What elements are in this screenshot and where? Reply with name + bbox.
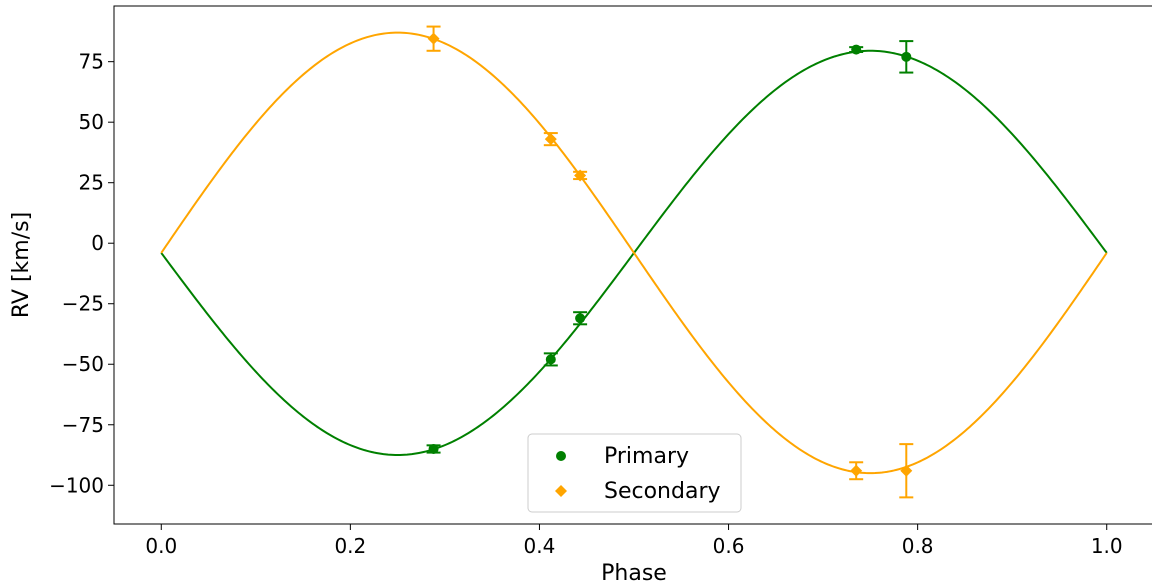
x-tick-label: 0.2 xyxy=(334,534,366,558)
secondary-point xyxy=(544,133,557,146)
x-tick-label: 0.4 xyxy=(524,534,556,558)
data-points xyxy=(426,25,914,499)
primary-point xyxy=(428,443,439,454)
y-tick-label: −25 xyxy=(62,292,104,316)
legend-primary-label: Primary xyxy=(604,444,689,469)
y-tick-label: −100 xyxy=(49,473,104,497)
x-tick-label: 0.8 xyxy=(902,534,934,558)
secondary-point xyxy=(850,464,863,477)
secondary-point xyxy=(574,169,587,182)
x-axis-ticks: 0.0 0.2 0.4 0.6 0.8 1.0 xyxy=(145,524,1123,558)
secondary-point xyxy=(900,464,913,477)
y-tick-label: 50 xyxy=(79,110,104,134)
x-tick-label: 0.6 xyxy=(713,534,745,558)
y-tick-label: 75 xyxy=(79,50,104,74)
legend: Primary Secondary xyxy=(527,433,742,513)
y-tick-label: −75 xyxy=(62,413,104,437)
primary-point xyxy=(851,44,862,55)
primary-point xyxy=(545,354,556,365)
secondary-point xyxy=(427,32,440,45)
legend-frame xyxy=(527,433,742,513)
y-tick-label: 25 xyxy=(79,171,104,195)
y-axis-ticks: 75 50 25 0 −25 −50 −75 −100 xyxy=(49,50,114,497)
primary-point xyxy=(901,51,912,62)
model-curves xyxy=(160,31,1108,475)
secondary-model-curve xyxy=(160,31,1108,475)
x-tick-label: 1.0 xyxy=(1091,534,1123,558)
legend-primary-marker xyxy=(556,451,566,461)
x-axis-label: Phase xyxy=(601,561,667,586)
y-tick-label: 0 xyxy=(91,231,104,255)
y-axis-label: RV [km/s] xyxy=(9,212,34,318)
y-tick-label: −50 xyxy=(62,352,104,376)
legend-secondary-marker xyxy=(555,485,567,497)
legend-secondary-label: Secondary xyxy=(604,479,721,504)
x-tick-label: 0.0 xyxy=(145,534,177,558)
primary-point xyxy=(575,313,586,324)
